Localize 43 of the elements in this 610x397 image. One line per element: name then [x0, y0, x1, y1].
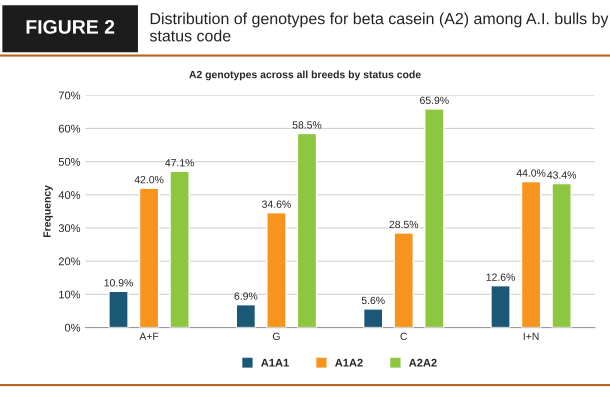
bar	[490, 285, 511, 328]
legend-label: A1A1	[261, 358, 289, 367]
bar	[169, 170, 190, 328]
y-tick-label: 40%	[58, 191, 80, 199]
data-label: 12.6%	[486, 274, 515, 281]
bar	[424, 108, 445, 328]
y-axis-title: Frequency	[43, 185, 53, 238]
data-label: 44.0%	[516, 169, 546, 177]
data-label: 10.9%	[104, 279, 133, 287]
data-label: 47.1%	[165, 159, 194, 166]
bar	[108, 290, 129, 328]
legend-label: A2A2	[409, 358, 437, 367]
bar	[551, 182, 572, 328]
x-tick-label: I+N	[524, 332, 538, 340]
data-label: 5.6%	[362, 296, 385, 304]
legend-label: A1A2	[335, 358, 363, 367]
bar	[138, 187, 160, 328]
y-tick-label: 10%	[59, 290, 80, 298]
data-label: 6.9%	[234, 292, 258, 300]
data-label: 28.5%	[390, 220, 418, 228]
bar	[520, 180, 542, 328]
data-label: 65.9%	[420, 96, 449, 104]
x-tick-label: G	[272, 332, 280, 340]
bar	[394, 232, 414, 328]
x-tick-label: C	[400, 332, 408, 340]
y-tick-label: 20%	[58, 257, 80, 266]
bar	[236, 304, 256, 328]
data-label: 43.4%	[547, 171, 576, 179]
data-label: 34.6%	[262, 200, 291, 208]
chart-title: Distribution of genotypes for beta casein (A2) among A.I. bulls by status code	[150, 12, 608, 42]
bar	[362, 308, 384, 328]
bar	[266, 212, 287, 328]
caption: FIGURE 2	[26, 20, 114, 34]
y-tick-label: 60%	[58, 124, 80, 133]
y-tick-label: 70%	[58, 92, 80, 100]
data-label: 42.0%	[134, 176, 164, 184]
y-tick-label: 30%	[58, 224, 80, 232]
y-tick-label: 0%	[64, 324, 80, 332]
x-tick-label: A+F	[139, 332, 158, 340]
data-label: 58.5%	[292, 121, 322, 129]
bar	[296, 132, 318, 328]
y-tick-label: 50%	[58, 158, 80, 166]
chart-subtitle: A2 genotypes across all breeds by status code	[189, 70, 421, 80]
